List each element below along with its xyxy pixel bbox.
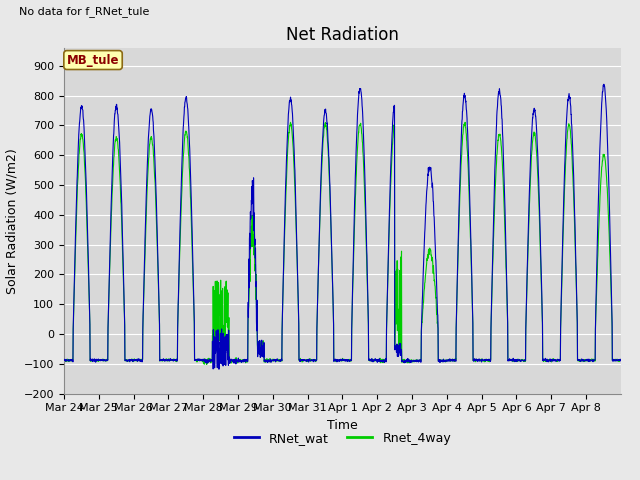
Legend: RNet_wat, Rnet_4way: RNet_wat, Rnet_4way [228,427,456,450]
Text: MB_tule: MB_tule [67,54,119,67]
Y-axis label: Solar Radiation (W/m2): Solar Radiation (W/m2) [5,148,18,294]
X-axis label: Time: Time [327,419,358,432]
Text: No data for f_RNet_tule: No data for f_RNet_tule [19,7,150,17]
Title: Net Radiation: Net Radiation [286,25,399,44]
